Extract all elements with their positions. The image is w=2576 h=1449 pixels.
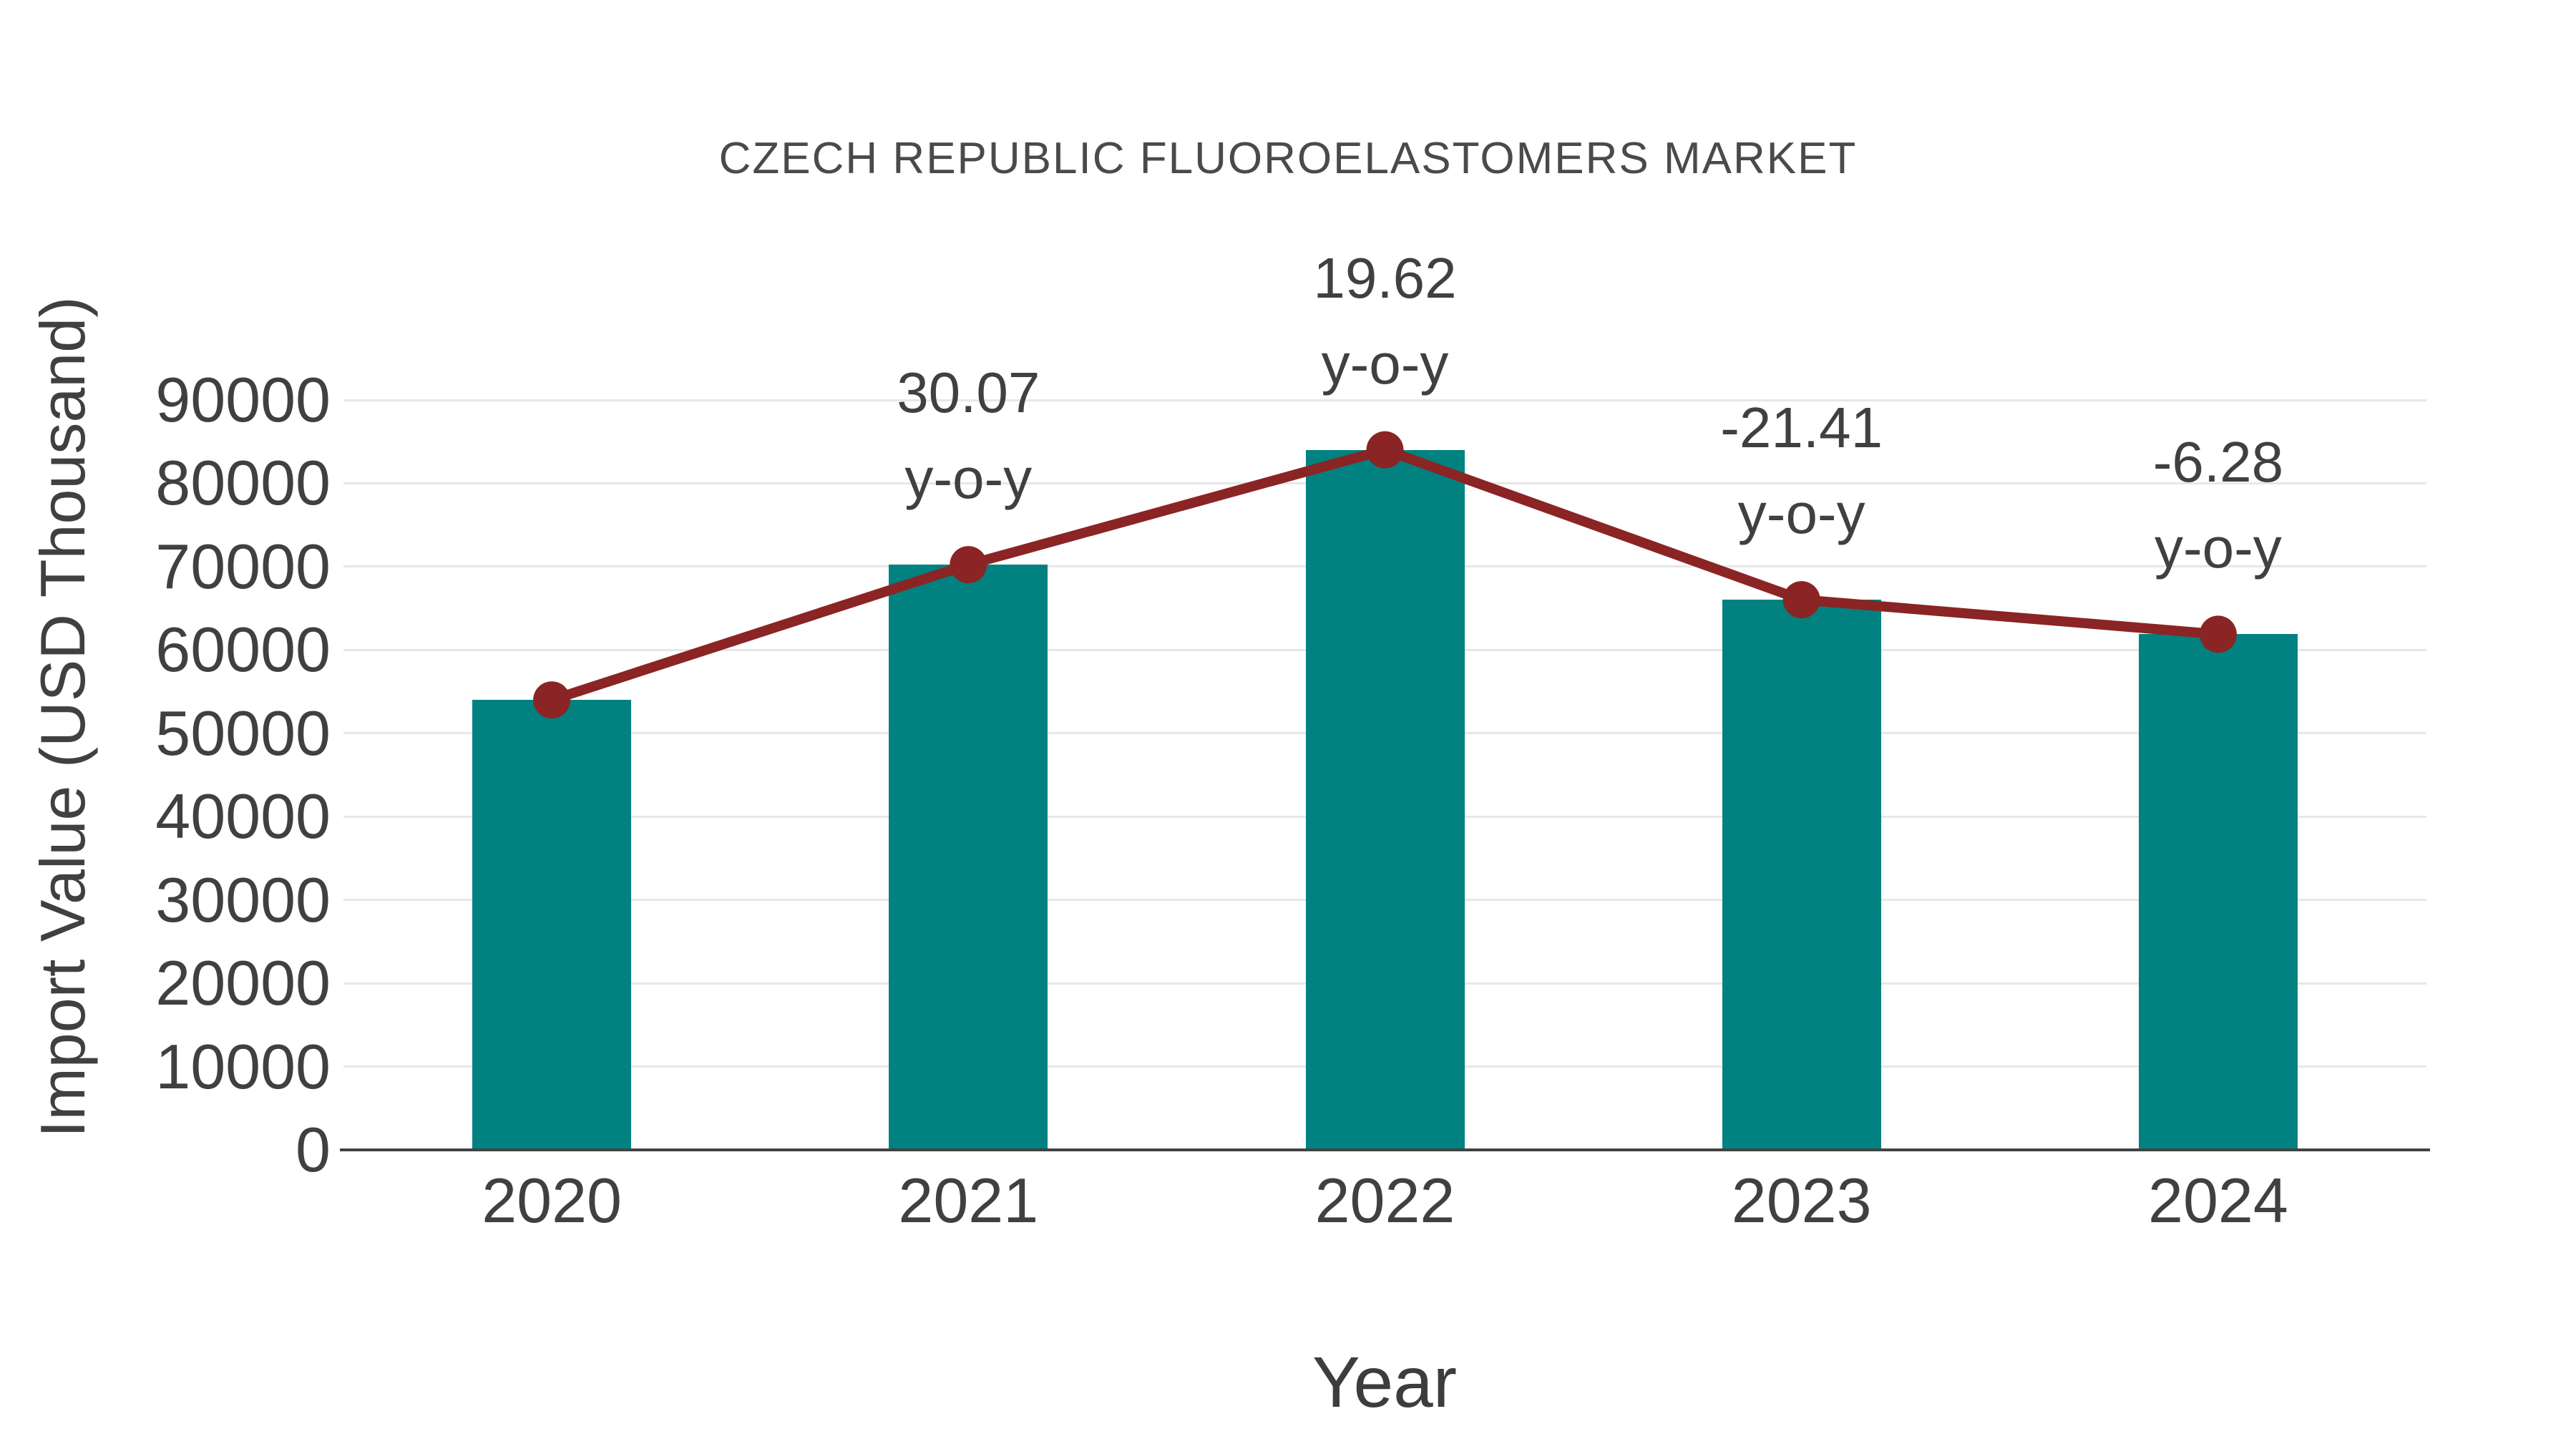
y-tick-label-90000: 90000: [155, 364, 331, 435]
y-tick-label-80000: 80000: [155, 447, 331, 519]
annotation-value: -6.28: [2152, 430, 2284, 494]
bar-2020: [472, 700, 632, 1150]
x-axis-line: [340, 1148, 2430, 1151]
y-tick-label-10000: 10000: [155, 1030, 331, 1102]
annotation-suffix: y-o-y: [1321, 331, 1449, 396]
y-tick-label-50000: 50000: [155, 697, 331, 769]
x-axis-title: Year: [1312, 1342, 1458, 1423]
y-tick-label-40000: 40000: [155, 781, 331, 852]
bar-2021: [889, 565, 1048, 1150]
y-tick-label-20000: 20000: [155, 947, 331, 1019]
annotation-2022: 19.62 y-o-y: [1171, 235, 1600, 407]
x-tick-label-2023: 2023: [1731, 1165, 1872, 1236]
annotation-2023: -21.41 y-o-y: [1587, 385, 2016, 557]
x-tick-label-2021: 2021: [898, 1165, 1039, 1236]
gridline-y-90000: [343, 399, 2426, 401]
bar-2023: [1722, 600, 1881, 1150]
x-tick-label-2020: 2020: [482, 1165, 622, 1236]
chart-title: CZECH REPUBLIC FLUOROELASTOMERS MARKET: [718, 134, 1858, 183]
y-tick-label-30000: 30000: [155, 864, 331, 935]
annotation-suffix: y-o-y: [2155, 516, 2282, 580]
annotation-suffix: y-o-y: [904, 447, 1033, 511]
annotation-2024: -6.28 y-o-y: [2004, 419, 2433, 591]
bar-2024: [2138, 634, 2298, 1150]
y-tick-label-70000: 70000: [155, 530, 331, 602]
x-tick-label-2024: 2024: [2148, 1165, 2288, 1236]
annotation-2021: 30.07 y-o-y: [753, 350, 1183, 522]
y-tick-label-0: 0: [296, 1114, 331, 1185]
annotation-suffix: y-o-y: [1737, 482, 1865, 546]
y-axis-title: Import Value (USD Thousand): [27, 296, 98, 1138]
bar-2022: [1305, 449, 1465, 1150]
annotation-value: -21.41: [1720, 396, 1883, 460]
annotation-value: 19.62: [1313, 245, 1457, 310]
annotation-value: 30.07: [897, 361, 1040, 425]
x-tick-label-2022: 2022: [1314, 1165, 1455, 1236]
y-tick-label-60000: 60000: [155, 614, 331, 686]
